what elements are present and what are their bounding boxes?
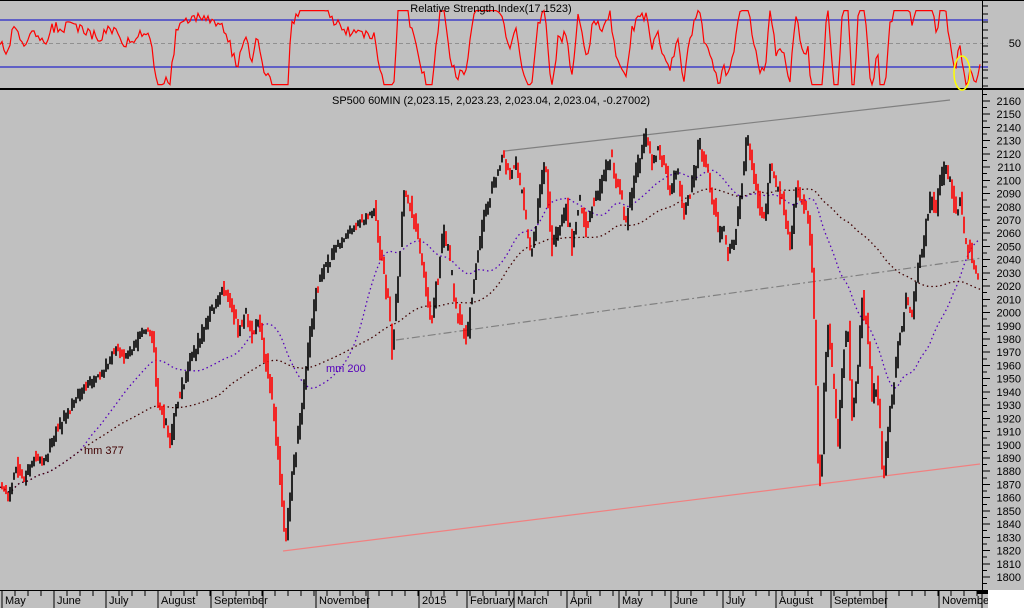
price-tick-label: 1900 <box>997 440 1021 452</box>
price-tick-label: 2070 <box>997 215 1021 227</box>
rsi-level-50-label: 50 <box>1008 38 1021 50</box>
time-axis[interactable]: May June July August September November 2015 Fe… <box>0 590 1024 608</box>
price-tick-label: 2120 <box>997 149 1021 161</box>
price-tick-label: 1910 <box>997 427 1021 439</box>
price-tick-label: 2060 <box>997 228 1021 240</box>
price-tick-label: 2110 <box>997 162 1021 174</box>
rsi-line <box>0 9 981 87</box>
ma-377-label: mm 377 <box>84 445 124 457</box>
month-label: July <box>726 595 746 607</box>
price-plot-area[interactable] <box>0 99 983 552</box>
annotation-layer <box>953 55 971 91</box>
price-tick-label: 1980 <box>997 334 1021 346</box>
ma-200-label: mm 200 <box>326 363 366 375</box>
price-tick-label: 2000 <box>997 308 1021 320</box>
price-tick-label: 1880 <box>997 466 1021 478</box>
month-label: June <box>674 595 698 607</box>
month-label: May <box>5 595 26 607</box>
price-tick-label: 1990 <box>997 321 1021 333</box>
month-label: May <box>622 595 643 607</box>
price-tick-label: 1930 <box>997 400 1021 412</box>
price-tick-label: 1820 <box>997 546 1021 558</box>
price-tick-label: 1870 <box>997 479 1021 491</box>
month-label: February <box>470 595 515 607</box>
month-label: June <box>57 595 81 607</box>
trendline-upper-resistance <box>504 99 951 152</box>
price-tick-label: 2050 <box>997 241 1021 253</box>
price-tick-label: 1960 <box>997 360 1021 372</box>
price-tick-label: 1940 <box>997 387 1021 399</box>
price-tick-label: 1830 <box>997 532 1021 544</box>
price-tick-label: 1890 <box>997 453 1021 465</box>
price-tick-label: 1810 <box>997 559 1021 571</box>
month-label: July <box>109 595 129 607</box>
month-label: 2015 <box>422 595 446 607</box>
price-tick-label: 2040 <box>997 255 1021 267</box>
month-label: September <box>214 595 268 607</box>
price-tick-label: 2020 <box>997 281 1021 293</box>
panel-separator <box>0 88 1024 90</box>
price-tick-label: 2130 <box>997 136 1021 148</box>
price-bars-down <box>1 137 979 542</box>
price-tick-label: 1950 <box>997 374 1021 386</box>
price-tick-label: 2100 <box>997 175 1021 187</box>
trendline-lower-support <box>282 463 981 552</box>
ma-line-377 <box>0 188 981 493</box>
month-label: August <box>779 595 813 607</box>
price-tick-label: 2080 <box>997 202 1021 214</box>
month-label: April <box>570 595 592 607</box>
price-tick-label: 2140 <box>997 122 1021 134</box>
price-tick-label: 1920 <box>997 413 1021 425</box>
price-tick-label: 2150 <box>997 109 1021 121</box>
month-label: September <box>834 595 888 607</box>
price-tick-label: 2160 <box>997 96 1021 108</box>
price-tick-label: 1850 <box>997 506 1021 518</box>
trendline-mid-channel <box>395 257 983 341</box>
price-panel-title: SP500 60MIN (2,023.15, 2,023.23, 2,023.0… <box>331 95 650 107</box>
price-tick-label: 2010 <box>997 294 1021 306</box>
current-position-marker <box>977 590 988 594</box>
ma-line-200 <box>0 169 981 493</box>
month-label: March <box>517 595 548 607</box>
price-tick-label: 1970 <box>997 347 1021 359</box>
price-bars-up <box>9 128 961 541</box>
price-tick-label: 2090 <box>997 189 1021 201</box>
month-label: August <box>161 595 195 607</box>
month-label: November <box>319 595 370 607</box>
rsi-panel-title: Relative Strength Index(17.1523) <box>410 3 572 15</box>
panel-frame <box>0 0 1024 590</box>
price-tick-label: 1800 <box>997 572 1021 584</box>
price-tick-label: 2030 <box>997 268 1021 280</box>
month-label: November <box>942 595 993 607</box>
price-tick-label: 1840 <box>997 519 1021 531</box>
price-tick-label: 1860 <box>997 493 1021 505</box>
highlight-ellipse <box>953 55 971 91</box>
rsi-plot-area[interactable] <box>0 9 988 87</box>
axis-corner <box>988 590 1024 608</box>
